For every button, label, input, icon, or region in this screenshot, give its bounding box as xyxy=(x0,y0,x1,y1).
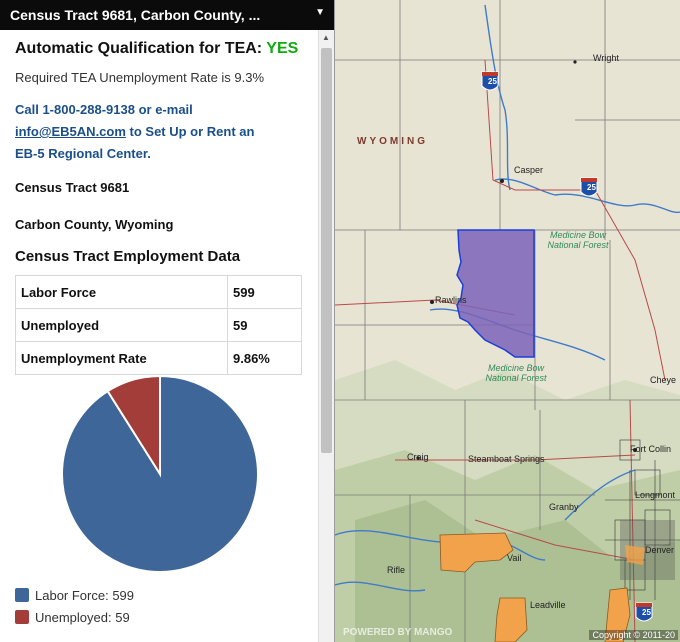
row-label: Unemployed xyxy=(15,308,228,342)
pie-slice-unemployed[interactable] xyxy=(106,374,161,478)
pie-chart xyxy=(60,374,260,574)
panel-content: Automatic Qualification for TEA: YES Req… xyxy=(0,30,318,642)
legend-swatch xyxy=(15,588,29,602)
map-city-label: Vail xyxy=(507,553,522,563)
interstate-shield xyxy=(580,177,598,197)
map-city-label: Denver xyxy=(645,545,675,555)
employment-title: Census Tract Employment Data xyxy=(15,248,241,265)
map-city-label: Craig xyxy=(407,452,429,462)
legend-item-labor-force: Labor Force: 599 xyxy=(15,584,134,606)
legend-label: Labor Force: 599 xyxy=(35,587,135,603)
table-row: Unemployed 59 xyxy=(15,308,302,342)
map-canvas xyxy=(335,0,680,642)
tea-status: YES xyxy=(266,40,299,57)
legend-item-unemployed: Unemployed: 59 xyxy=(15,606,134,628)
powered-by-logo: POWERED BY MANGO xyxy=(343,627,453,638)
tea-qualification: Automatic Qualification for TEA: YES xyxy=(15,40,303,58)
scroll-up-icon[interactable]: ▲ xyxy=(322,33,330,42)
map-attribution: Copyright © 2011-20 xyxy=(589,630,678,640)
panel-title: Census Tract 9681, Carbon County, ... xyxy=(10,7,261,23)
map-city-label: Cheye xyxy=(650,375,677,385)
interstate-shield xyxy=(635,602,653,622)
panel-header[interactable]: Census Tract 9681, Carbon County, ... ▼ xyxy=(0,0,334,30)
map-forest-label: Medicine Bow National Forest xyxy=(485,363,547,383)
row-value: 9.86% xyxy=(227,341,302,375)
map-city-label: Fort Collin xyxy=(630,444,672,454)
contact-prefix: Call 1-800-288-9138 or e-mail xyxy=(15,102,193,117)
scroll-thumb[interactable] xyxy=(321,48,332,453)
table-row: Labor Force 599 xyxy=(15,275,302,309)
map-city-label: Rawlins xyxy=(435,295,467,305)
interstate-shield xyxy=(481,71,499,91)
tea-label: Automatic Qualification for TEA: xyxy=(15,40,263,57)
interstate-number: 25 xyxy=(488,77,497,86)
map-state-label: WYOMING xyxy=(357,136,428,147)
pie-svg xyxy=(61,374,259,573)
email-link[interactable]: info@EB5AN.com xyxy=(15,124,126,139)
map-city-label: Steamboat Springs xyxy=(468,454,545,464)
chevron-down-icon[interactable]: ▼ xyxy=(315,7,325,18)
row-value: 599 xyxy=(227,275,302,309)
legend-swatch xyxy=(15,610,29,624)
map-city-label: Casper xyxy=(514,165,544,175)
map-city-label: Granby xyxy=(549,502,579,512)
county-name: Carbon County, Wyoming xyxy=(15,217,174,232)
contact-suffix-1: to Set Up or Rent an xyxy=(125,124,255,139)
map-city-label: Wright xyxy=(593,53,619,63)
table-row: Unemployment Rate 9.86% xyxy=(15,341,302,375)
info-panel: Census Tract 9681, Carbon County, ... ▼ … xyxy=(0,0,335,642)
map-city-label: Longmont xyxy=(635,490,676,500)
legend-label: Unemployed: 59 xyxy=(35,609,130,625)
row-label: Unemployment Rate xyxy=(15,341,228,375)
map-city-label: Rifle xyxy=(387,565,406,575)
tract-name: Census Tract 9681 xyxy=(15,180,130,195)
row-value: 59 xyxy=(227,308,302,342)
row-label: Labor Force xyxy=(15,275,228,309)
contact-info: Call 1-800-288-9138 or e-mail info@EB5AN… xyxy=(15,99,303,165)
contact-suffix-2: EB-5 Regional Center. xyxy=(15,146,151,161)
tea-rate-text: Required TEA Unemployment Rate is 9.3% xyxy=(15,70,265,85)
map-forest-label: Medicine Bow National Forest xyxy=(547,230,609,250)
map-view[interactable]: WYOMING Wright Casper Rawlins Cheye Crai… xyxy=(335,0,680,642)
panel-scrollbar[interactable]: ▲ xyxy=(318,30,334,642)
interstate-number: 25 xyxy=(587,183,596,192)
map-city-label: Leadville xyxy=(530,600,566,610)
employment-table: Labor Force 599 Unemployed 59 Unemployme… xyxy=(15,275,302,375)
pie-legend: Labor Force: 599 Unemployed: 59 xyxy=(15,584,134,628)
interstate-number: 25 xyxy=(642,608,651,617)
